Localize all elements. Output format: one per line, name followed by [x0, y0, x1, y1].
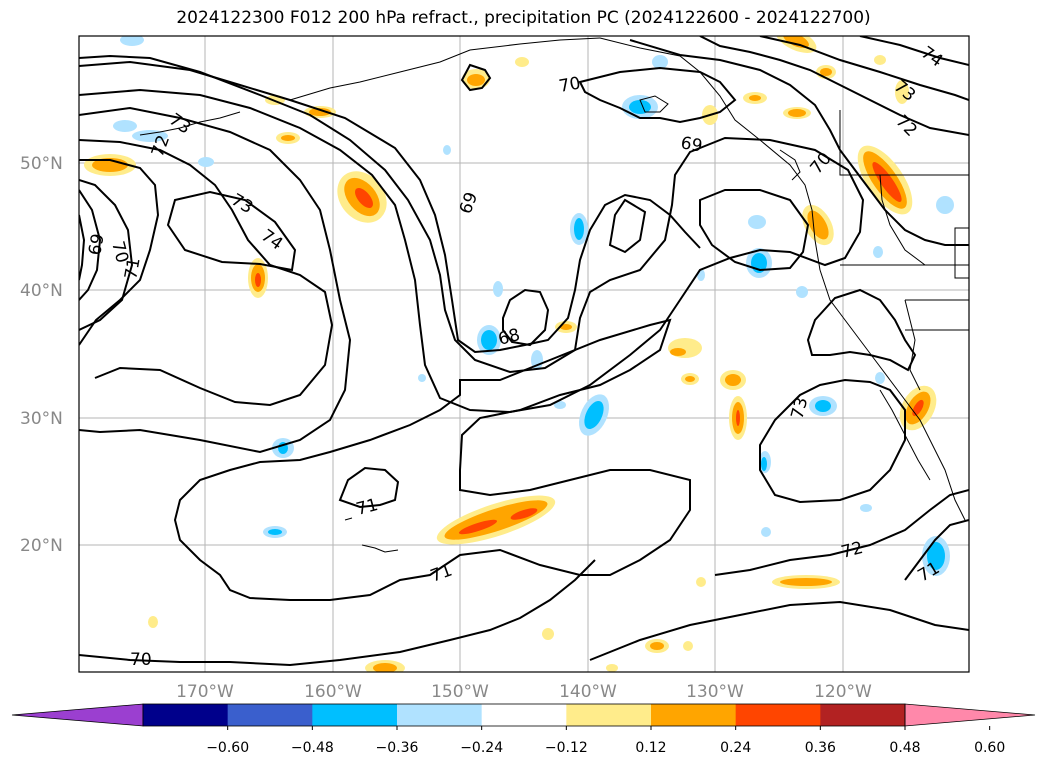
colorbar-swatch: [651, 704, 737, 726]
lon-tick-label: 140°W: [559, 682, 617, 702]
colorbar-swatch: [312, 704, 398, 726]
lat-tick-label: 30°N: [20, 409, 63, 429]
lat-axis: 50°N 40°N 30°N 20°N: [20, 154, 63, 556]
contour-label: 69: [85, 232, 108, 257]
colorbar-tick-label: 0.60: [974, 740, 1005, 756]
contour-label: 71: [121, 256, 144, 281]
colorbar-tick-label: 0.36: [805, 740, 836, 756]
colorbar: −0.60 −0.48 −0.36 −0.24 −0.12 0.12 0.24 0.36 0.4…: [11, 703, 1036, 756]
colorbar-extend-high: [904, 703, 1036, 727]
lon-tick-label: 160°W: [304, 682, 362, 702]
colorbar-tick-label: 0.48: [889, 740, 920, 756]
colorbar-tick-label: 0.24: [720, 740, 751, 756]
colorbar-outline: [142, 703, 906, 727]
colorbar-swatch: [820, 704, 906, 726]
lon-tick-label: 150°W: [431, 682, 489, 702]
contour-label: 70: [130, 650, 152, 670]
colorbar-tick-label: −0.12: [545, 740, 588, 756]
colorbar-tick-label: −0.24: [460, 740, 503, 756]
lat-tick-label: 20°N: [20, 536, 63, 556]
lat-tick-label: 50°N: [20, 154, 63, 174]
colorbar-tick-label: −0.48: [291, 740, 334, 756]
lon-tick-label: 130°W: [686, 682, 744, 702]
colorbar-swatch: [397, 704, 483, 726]
colorbar-swatch: [481, 704, 567, 726]
colorbar-swatch: [566, 704, 652, 726]
colorbar-swatch: [735, 704, 821, 726]
map-frame: [78, 35, 970, 673]
colorbar-swatch: [143, 704, 229, 726]
contour-label: 70: [557, 73, 582, 96]
refractivity-contours: [79, 36, 969, 667]
contour-label: 69: [679, 133, 704, 156]
map-title: 2024122300 F012 200 hPa refract., precip…: [176, 8, 871, 28]
colorbar-tick-label: −0.60: [206, 740, 249, 756]
colorbar-tick-label: 0.12: [635, 740, 666, 756]
lon-axis: 170°W 160°W 150°W 140°W 130°W 120°W: [176, 682, 872, 702]
colorbar-swatch: [227, 704, 313, 726]
colorbar-extend-low: [11, 703, 144, 727]
colorbar-tick-label: −0.36: [376, 740, 419, 756]
lat-tick-label: 40°N: [20, 281, 63, 301]
coastlines: [139, 37, 969, 553]
lon-tick-label: 170°W: [176, 682, 234, 702]
lon-tick-label: 120°W: [814, 682, 872, 702]
